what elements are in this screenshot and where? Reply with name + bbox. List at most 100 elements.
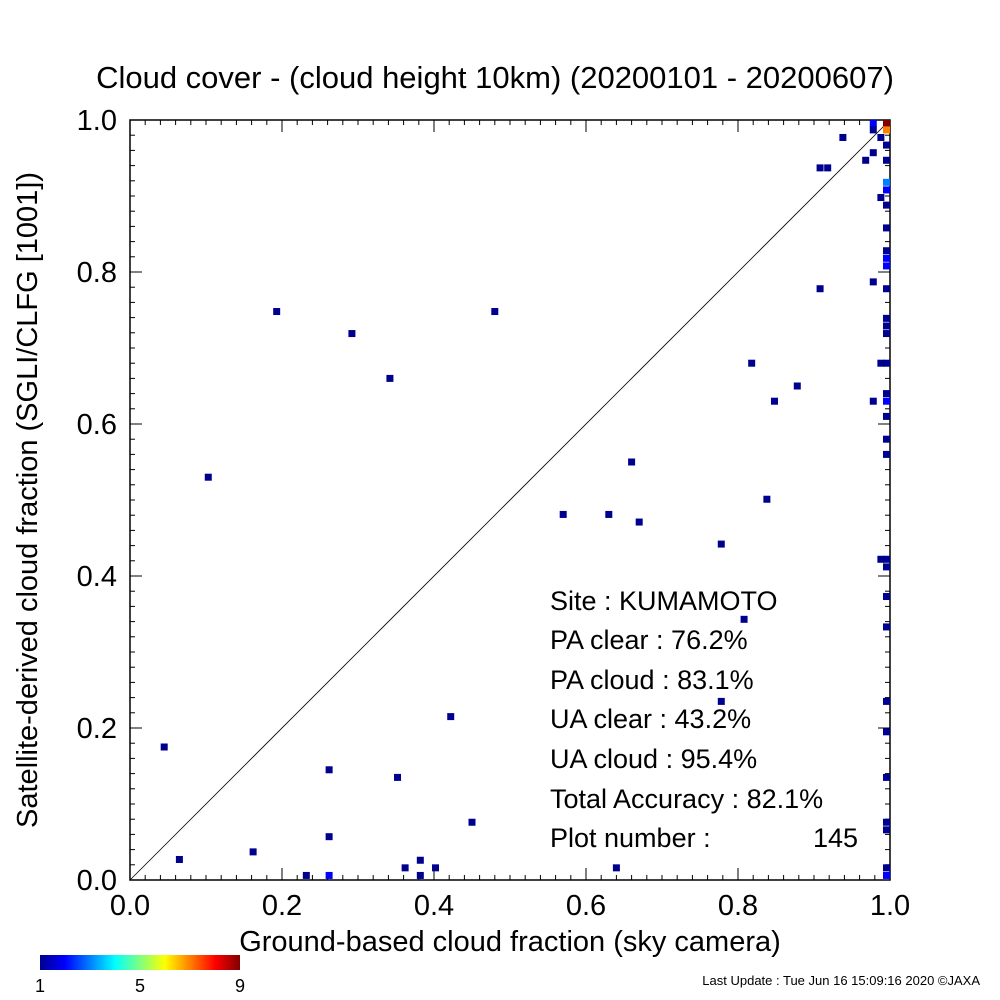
data-point — [325, 833, 333, 841]
data-point — [883, 623, 890, 631]
data-point — [394, 773, 402, 781]
stat-pa-cloud: PA cloud : 83.1% — [550, 665, 754, 695]
data-point — [416, 871, 424, 879]
data-point — [883, 156, 890, 164]
data-point — [883, 773, 890, 781]
axis-ticks: 0.0 0.2 0.4 0.6 0.8 1.0 0.0 0.2 0.4 0.6 0.8 1.0 — [77, 105, 910, 922]
stat-total-accuracy: Total Accuracy : 82.1% — [550, 784, 823, 814]
one-to-one-line — [129, 119, 891, 881]
y-tick-label: 0.4 — [77, 561, 117, 593]
data-point — [877, 133, 885, 141]
data-point — [883, 555, 890, 563]
stats-box: Site : KUMAMOTO PA clear : 76.2% PA clou… — [550, 586, 858, 853]
stat-pa-clear: PA clear : 76.2% — [550, 625, 748, 655]
data-point — [717, 540, 725, 548]
data-point — [883, 593, 890, 601]
data-points — [160, 120, 890, 879]
data-point — [877, 359, 885, 367]
data-point — [432, 864, 440, 872]
y-tick-label: 1.0 — [77, 105, 117, 137]
stat-ua-clear: UA clear : 43.2% — [550, 704, 751, 734]
y-tick-label: 0.0 — [77, 865, 117, 897]
footer-last-update: Last Update : Tue Jun 16 15:09:16 2020 ©… — [702, 973, 980, 988]
data-point — [883, 864, 890, 872]
data-point — [204, 473, 212, 481]
data-point — [325, 766, 333, 774]
data-point — [628, 458, 636, 466]
data-point — [468, 818, 476, 826]
data-point — [883, 201, 890, 209]
data-point — [763, 495, 771, 503]
data-point — [491, 308, 499, 316]
data-point — [635, 518, 643, 526]
data-point — [793, 382, 801, 390]
x-tick-label: 0.6 — [566, 890, 606, 922]
data-point — [748, 359, 756, 367]
data-point — [883, 728, 890, 736]
data-point — [883, 826, 890, 834]
data-point — [883, 314, 890, 322]
data-point — [883, 397, 890, 405]
data-point — [883, 254, 890, 262]
data-point — [883, 412, 890, 420]
data-point — [302, 871, 310, 879]
data-point — [612, 864, 620, 872]
x-axis-label: Ground-based cloud fraction (sky camera) — [239, 926, 781, 958]
data-point — [770, 397, 778, 405]
data-point — [160, 743, 168, 751]
chart-title: Cloud cover - (cloud height 10km) (20200… — [96, 60, 894, 95]
data-point — [401, 864, 409, 872]
x-tick-label: 0.8 — [718, 890, 758, 922]
data-point — [447, 713, 455, 721]
data-point — [416, 856, 424, 864]
data-point — [883, 178, 890, 186]
data-point — [348, 330, 356, 338]
data-point — [883, 247, 890, 255]
data-point — [877, 555, 885, 563]
data-point — [883, 330, 890, 338]
x-tick-label: 0.0 — [110, 890, 150, 922]
x-tick-label: 1.0 — [870, 890, 910, 922]
data-point — [862, 156, 870, 164]
data-point — [869, 126, 877, 134]
data-point — [559, 510, 567, 518]
data-point — [717, 697, 725, 705]
colorbar-label-max: 9 — [235, 976, 245, 996]
stat-plot-number-value: 145 — [813, 823, 858, 853]
colorbar-label-mid: 5 — [135, 976, 145, 996]
y-axis-label: Satellite-derived cloud fraction (SGLI/C… — [12, 172, 44, 828]
data-point — [883, 262, 890, 270]
data-point — [816, 164, 824, 172]
data-point — [869, 278, 877, 286]
y-tick-label: 0.2 — [77, 713, 117, 745]
data-point — [816, 285, 824, 293]
data-point — [883, 871, 890, 879]
data-point — [869, 397, 877, 405]
data-point — [175, 855, 183, 863]
colorbar — [40, 955, 240, 970]
data-point — [386, 374, 394, 382]
data-point — [883, 141, 890, 149]
data-point — [325, 871, 333, 879]
data-point — [883, 450, 890, 458]
data-point — [869, 149, 877, 157]
x-tick-label: 0.4 — [414, 890, 454, 922]
stat-site: Site : KUMAMOTO — [550, 586, 778, 616]
data-point — [883, 126, 890, 134]
data-point — [883, 186, 890, 194]
x-tick-label: 0.2 — [262, 890, 302, 922]
data-point — [883, 120, 890, 127]
data-point — [740, 615, 748, 623]
data-point — [824, 164, 832, 172]
data-point — [249, 848, 257, 856]
data-point — [883, 285, 890, 293]
data-point — [883, 563, 890, 571]
data-point — [883, 224, 890, 232]
data-point — [839, 133, 847, 141]
stat-plot-number-label: Plot number : — [550, 823, 711, 853]
data-point — [883, 697, 890, 705]
data-point — [877, 194, 885, 202]
colorbar-label-min: 1 — [35, 976, 45, 996]
data-point — [883, 390, 890, 398]
